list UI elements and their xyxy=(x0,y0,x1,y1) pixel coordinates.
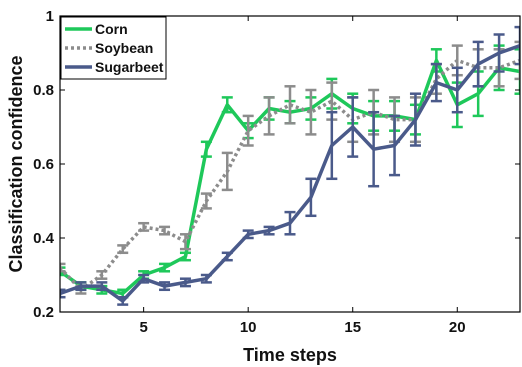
x-axis-ticks: 5 10 15 20 xyxy=(139,16,466,336)
sugarbeet-error-bar xyxy=(514,25,520,66)
series-soybean xyxy=(60,40,520,295)
sugarbeet-line xyxy=(60,43,520,303)
y-axis-label: Classification confidence xyxy=(6,55,26,272)
legend-label-sugarbeet: Sugarbeet xyxy=(95,59,164,75)
sugarbeet-error-bar xyxy=(60,288,66,299)
soybean-error-bar xyxy=(514,40,520,81)
soybean-error-bar xyxy=(284,85,296,125)
soybean-line xyxy=(60,58,520,292)
y-tick-label: 0.4 xyxy=(33,230,55,247)
series-corn xyxy=(60,44,520,299)
x-tick-label: 15 xyxy=(344,319,361,336)
y-tick-label: 1 xyxy=(46,8,54,25)
soybean-error-bar xyxy=(305,88,317,136)
x-tick-label: 10 xyxy=(240,319,257,336)
y-tick-label: 0.8 xyxy=(33,82,54,99)
x-tick-label: 5 xyxy=(139,319,147,336)
y-tick-label: 0.2 xyxy=(33,304,54,321)
series-sugarbeet xyxy=(60,25,520,306)
y-axis-ticks: 0.2 0.4 0.6 0.8 1 xyxy=(33,8,520,321)
corn-error-bar xyxy=(514,48,520,95)
legend-label-soybean: Soybean xyxy=(95,40,153,56)
x-axis-label: Time steps xyxy=(243,345,337,365)
legend-label-corn: Corn xyxy=(95,21,128,37)
plot-series-layer xyxy=(60,25,520,306)
x-tick-label: 20 xyxy=(449,319,466,336)
soybean-error-bar xyxy=(242,114,254,147)
legend: Corn Soybean Sugarbeet xyxy=(60,16,167,80)
soybean-error-bar xyxy=(60,262,66,273)
y-tick-label: 0.6 xyxy=(33,156,54,173)
